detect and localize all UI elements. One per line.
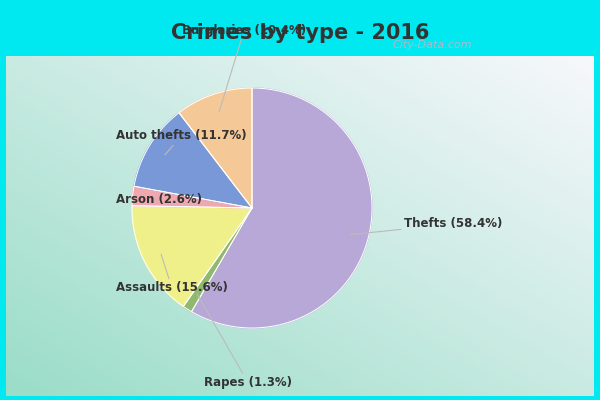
Text: Thefts (58.4%): Thefts (58.4%) xyxy=(350,218,502,235)
Polygon shape xyxy=(132,186,252,208)
Polygon shape xyxy=(191,88,372,328)
Polygon shape xyxy=(184,208,252,312)
Polygon shape xyxy=(179,88,252,208)
Text: Rapes (1.3%): Rapes (1.3%) xyxy=(197,294,292,389)
Text: Assaults (15.6%): Assaults (15.6%) xyxy=(116,254,228,294)
Text: Auto thefts (11.7%): Auto thefts (11.7%) xyxy=(116,130,247,155)
Text: Arson (2.6%): Arson (2.6%) xyxy=(116,194,202,206)
Polygon shape xyxy=(134,113,252,208)
Text: Crimes by type - 2016: Crimes by type - 2016 xyxy=(171,22,429,43)
Polygon shape xyxy=(132,206,252,306)
Text: Burglaries (10.4%): Burglaries (10.4%) xyxy=(182,24,306,111)
Text: City-Data.com: City-Data.com xyxy=(392,40,472,50)
